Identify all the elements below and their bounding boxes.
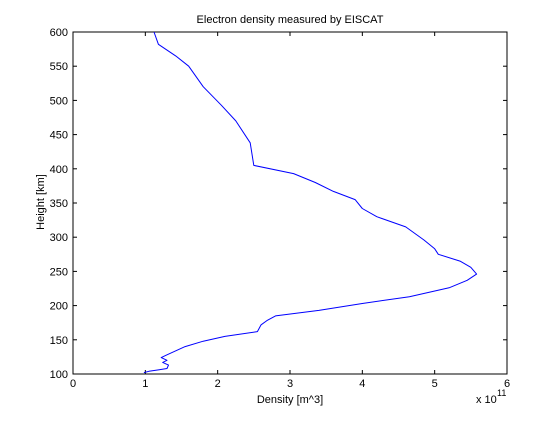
y-tick-label: 350 xyxy=(50,198,68,210)
y-tick-label: 250 xyxy=(50,266,68,278)
chart-title: Electron density measured by EISCAT xyxy=(197,14,384,26)
y-tick-label: 400 xyxy=(50,164,68,176)
x-tick-label: 2 xyxy=(215,378,221,390)
x-tick-label: 6 xyxy=(504,378,510,390)
y-axis-label: Height [km] xyxy=(35,174,47,230)
x-tick-label: 1 xyxy=(142,378,148,390)
y-tick-label: 450 xyxy=(50,130,68,142)
x-tick-label: 4 xyxy=(359,378,365,390)
y-tick-label: 100 xyxy=(50,369,68,381)
x-exponent-label: x 10 xyxy=(476,394,497,406)
ticks-layer: 0 1 2 3 4 5 6 100 150 200 250 300 350 400 450 500 550 600 xyxy=(50,27,510,390)
y-tick-label: 550 xyxy=(50,61,68,73)
x-tick-label: 3 xyxy=(287,378,293,390)
series-layer xyxy=(143,31,478,374)
axes-box xyxy=(72,31,508,375)
y-tick-label: 600 xyxy=(50,27,68,39)
y-tick-label: 150 xyxy=(50,335,68,347)
axes-box-layer xyxy=(72,31,508,375)
y-tick-label: 300 xyxy=(50,232,68,244)
x-tick-label: 0 xyxy=(70,378,76,390)
y-tick-label: 500 xyxy=(50,95,68,107)
y-tick-label: 200 xyxy=(50,301,68,313)
x-tick-label: 5 xyxy=(432,378,438,390)
density-profile-line xyxy=(143,31,478,374)
x-axis-label: Density [m^3] xyxy=(257,394,323,406)
x-exponent-power: 11 xyxy=(497,388,506,398)
